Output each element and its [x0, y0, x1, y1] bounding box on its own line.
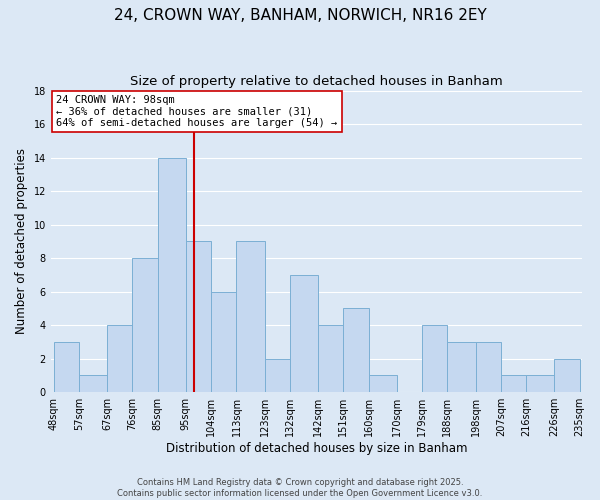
Bar	[368, 376, 397, 392]
Bar	[107, 325, 133, 392]
Bar	[422, 325, 448, 392]
Bar	[290, 275, 318, 392]
Bar	[265, 358, 290, 392]
Bar	[318, 325, 343, 392]
Bar	[158, 158, 186, 392]
Bar	[236, 242, 265, 392]
Bar	[211, 292, 236, 392]
Bar	[133, 258, 158, 392]
Bar	[476, 342, 501, 392]
Text: 24 CROWN WAY: 98sqm
← 36% of detached houses are smaller (31)
64% of semi-detach: 24 CROWN WAY: 98sqm ← 36% of detached ho…	[56, 95, 337, 128]
Bar	[554, 358, 580, 392]
Title: Size of property relative to detached houses in Banham: Size of property relative to detached ho…	[130, 75, 503, 88]
Bar	[186, 242, 211, 392]
Text: 24, CROWN WAY, BANHAM, NORWICH, NR16 2EY: 24, CROWN WAY, BANHAM, NORWICH, NR16 2EY	[113, 8, 487, 22]
X-axis label: Distribution of detached houses by size in Banham: Distribution of detached houses by size …	[166, 442, 467, 455]
Y-axis label: Number of detached properties: Number of detached properties	[15, 148, 28, 334]
Bar	[53, 342, 79, 392]
Bar	[343, 308, 368, 392]
Bar	[526, 376, 554, 392]
Bar	[448, 342, 476, 392]
Text: Contains HM Land Registry data © Crown copyright and database right 2025.
Contai: Contains HM Land Registry data © Crown c…	[118, 478, 482, 498]
Bar	[79, 376, 107, 392]
Bar	[501, 376, 526, 392]
